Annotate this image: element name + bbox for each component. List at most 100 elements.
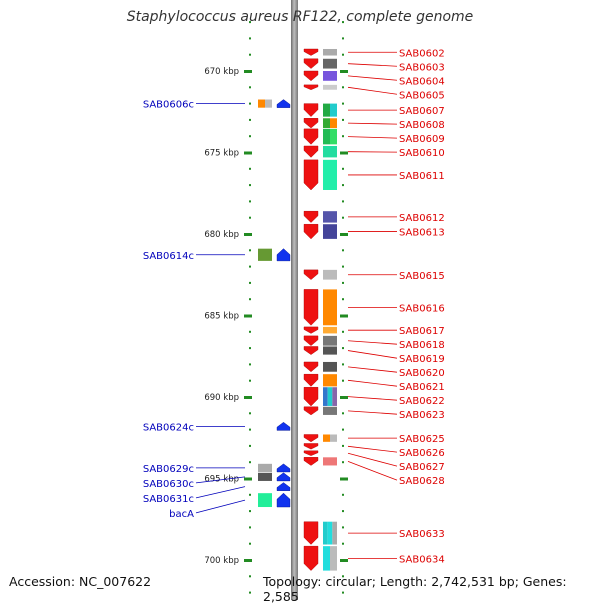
forward-gene-arrow[interactable] xyxy=(304,224,318,239)
functional-category-block xyxy=(330,546,337,570)
ruler-minor-tick xyxy=(249,119,251,121)
ruler-tick-label: 690 kbp xyxy=(204,393,239,403)
forward-gene-arrow[interactable] xyxy=(304,327,318,334)
forward-gene-arrow[interactable] xyxy=(304,211,318,222)
ruler-minor-tick xyxy=(342,282,344,284)
forward-gene-label[interactable]: SAB0602 xyxy=(399,48,445,59)
functional-category-block xyxy=(323,362,337,372)
functional-category-block xyxy=(323,270,337,280)
reverse-gene-arrow[interactable] xyxy=(277,100,290,108)
forward-gene-arrow[interactable] xyxy=(304,362,318,372)
functional-category-block xyxy=(323,434,330,441)
functional-category-block xyxy=(330,434,337,441)
reverse-gene-arrow[interactable] xyxy=(277,493,290,507)
functional-category-block xyxy=(330,104,337,117)
forward-gene-arrow[interactable] xyxy=(304,104,318,117)
forward-gene-arrow[interactable] xyxy=(304,434,318,441)
functional-category-block xyxy=(323,49,337,56)
functional-category-block xyxy=(323,211,337,222)
ruler-minor-tick xyxy=(342,347,344,349)
forward-gene-label[interactable]: SAB0613 xyxy=(399,228,445,239)
forward-gene-label[interactable]: SAB0617 xyxy=(399,326,445,337)
reverse-gene-arrow[interactable] xyxy=(277,473,290,481)
ruler-minor-tick xyxy=(342,168,344,170)
forward-gene-arrow[interactable] xyxy=(304,118,318,128)
forward-gene-label[interactable]: SAB0616 xyxy=(399,303,445,314)
forward-gene-label[interactable]: SAB0605 xyxy=(399,90,445,101)
forward-gene-label[interactable]: SAB0620 xyxy=(399,368,445,379)
reverse-gene-arrow[interactable] xyxy=(277,249,290,261)
forward-gene-arrow[interactable] xyxy=(304,85,318,90)
reverse-gene-label[interactable]: SAB0606c xyxy=(143,100,194,111)
forward-gene-arrow[interactable] xyxy=(304,443,318,449)
ruler-major-tick xyxy=(244,478,252,481)
ruler-minor-tick xyxy=(342,200,344,202)
gene-leader-line xyxy=(348,351,397,359)
gene-leader-line xyxy=(348,137,397,139)
reverse-gene-label[interactable]: SAB0631c xyxy=(143,494,194,505)
forward-gene-label[interactable]: SAB0618 xyxy=(399,340,445,351)
forward-gene-label[interactable]: SAB0625 xyxy=(399,434,445,445)
reverse-gene-label[interactable]: SAB0614c xyxy=(143,251,194,262)
forward-gene-arrow[interactable] xyxy=(304,270,318,280)
forward-gene-arrow[interactable] xyxy=(304,522,318,545)
forward-gene-arrow[interactable] xyxy=(304,387,318,406)
forward-gene-label[interactable]: SAB0612 xyxy=(399,213,445,224)
forward-gene-label[interactable]: SAB0607 xyxy=(399,106,445,117)
reverse-gene-arrow[interactable] xyxy=(277,483,290,491)
forward-gene-arrow[interactable] xyxy=(304,129,318,144)
forward-gene-arrow[interactable] xyxy=(304,407,318,415)
functional-category-block xyxy=(323,160,337,190)
forward-gene-arrow[interactable] xyxy=(304,336,318,346)
forward-gene-arrow[interactable] xyxy=(304,59,318,69)
ruler-minor-tick xyxy=(249,526,251,528)
forward-gene-arrow[interactable] xyxy=(304,457,318,465)
forward-gene-label[interactable]: SAB0626 xyxy=(399,448,445,459)
gene-leader-line xyxy=(348,87,397,94)
reverse-gene-label[interactable]: SAB0629c xyxy=(143,464,194,475)
forward-gene-label[interactable]: SAB0615 xyxy=(399,271,445,282)
reverse-strand-genes: SAB0606c SAB0614c SAB0624c SAB0629c SAB0630c… xyxy=(143,100,290,520)
forward-gene-arrow[interactable] xyxy=(304,451,318,456)
forward-gene-arrow[interactable] xyxy=(304,346,318,354)
forward-gene-label[interactable]: SAB0611 xyxy=(399,171,445,182)
forward-gene-label[interactable]: SAB0609 xyxy=(399,134,445,145)
forward-gene-arrow[interactable] xyxy=(304,160,318,190)
reverse-gene-arrow[interactable] xyxy=(277,464,290,472)
forward-gene-label[interactable]: SAB0610 xyxy=(399,148,445,159)
gene-leader-line xyxy=(196,487,245,498)
reverse-gene-label[interactable]: SAB0630c xyxy=(143,479,194,490)
functional-category-block xyxy=(323,336,337,346)
forward-gene-arrow[interactable] xyxy=(304,546,318,570)
forward-gene-label[interactable]: SAB0634 xyxy=(399,554,445,565)
ruler-minor-tick xyxy=(249,575,251,577)
functional-category-block xyxy=(258,493,272,507)
reverse-gene-label[interactable]: SAB0624c xyxy=(143,422,194,433)
ruler-minor-tick xyxy=(249,217,251,219)
gene-leader-line xyxy=(348,64,397,67)
forward-gene-arrow[interactable] xyxy=(304,71,318,81)
ruler-minor-tick xyxy=(249,412,251,414)
ruler-minor-tick xyxy=(342,510,344,512)
forward-gene-arrow[interactable] xyxy=(304,146,318,157)
functional-category-block xyxy=(258,100,265,108)
forward-gene-label[interactable]: SAB0621 xyxy=(399,382,445,393)
ruler-minor-tick xyxy=(342,86,344,88)
functional-category-block xyxy=(323,407,337,415)
forward-gene-label[interactable]: SAB0628 xyxy=(399,476,445,487)
forward-gene-label[interactable]: SAB0627 xyxy=(399,462,445,473)
forward-gene-arrow[interactable] xyxy=(304,289,318,325)
forward-gene-label[interactable]: SAB0623 xyxy=(399,410,445,421)
forward-gene-arrow[interactable] xyxy=(304,49,318,56)
ruler-minor-tick xyxy=(249,200,251,202)
forward-gene-label[interactable]: SAB0604 xyxy=(399,76,445,87)
forward-gene-label[interactable]: SAB0622 xyxy=(399,396,445,407)
forward-gene-label[interactable]: SAB0633 xyxy=(399,529,445,540)
reverse-gene-arrow[interactable] xyxy=(277,422,290,430)
forward-gene-label[interactable]: SAB0608 xyxy=(399,120,445,131)
forward-gene-label[interactable]: SAB0603 xyxy=(399,62,445,73)
reverse-gene-label[interactable]: bacA xyxy=(169,509,194,520)
forward-gene-label[interactable]: SAB0619 xyxy=(399,354,445,365)
ruler-minor-tick xyxy=(249,298,251,300)
forward-gene-arrow[interactable] xyxy=(304,374,318,386)
